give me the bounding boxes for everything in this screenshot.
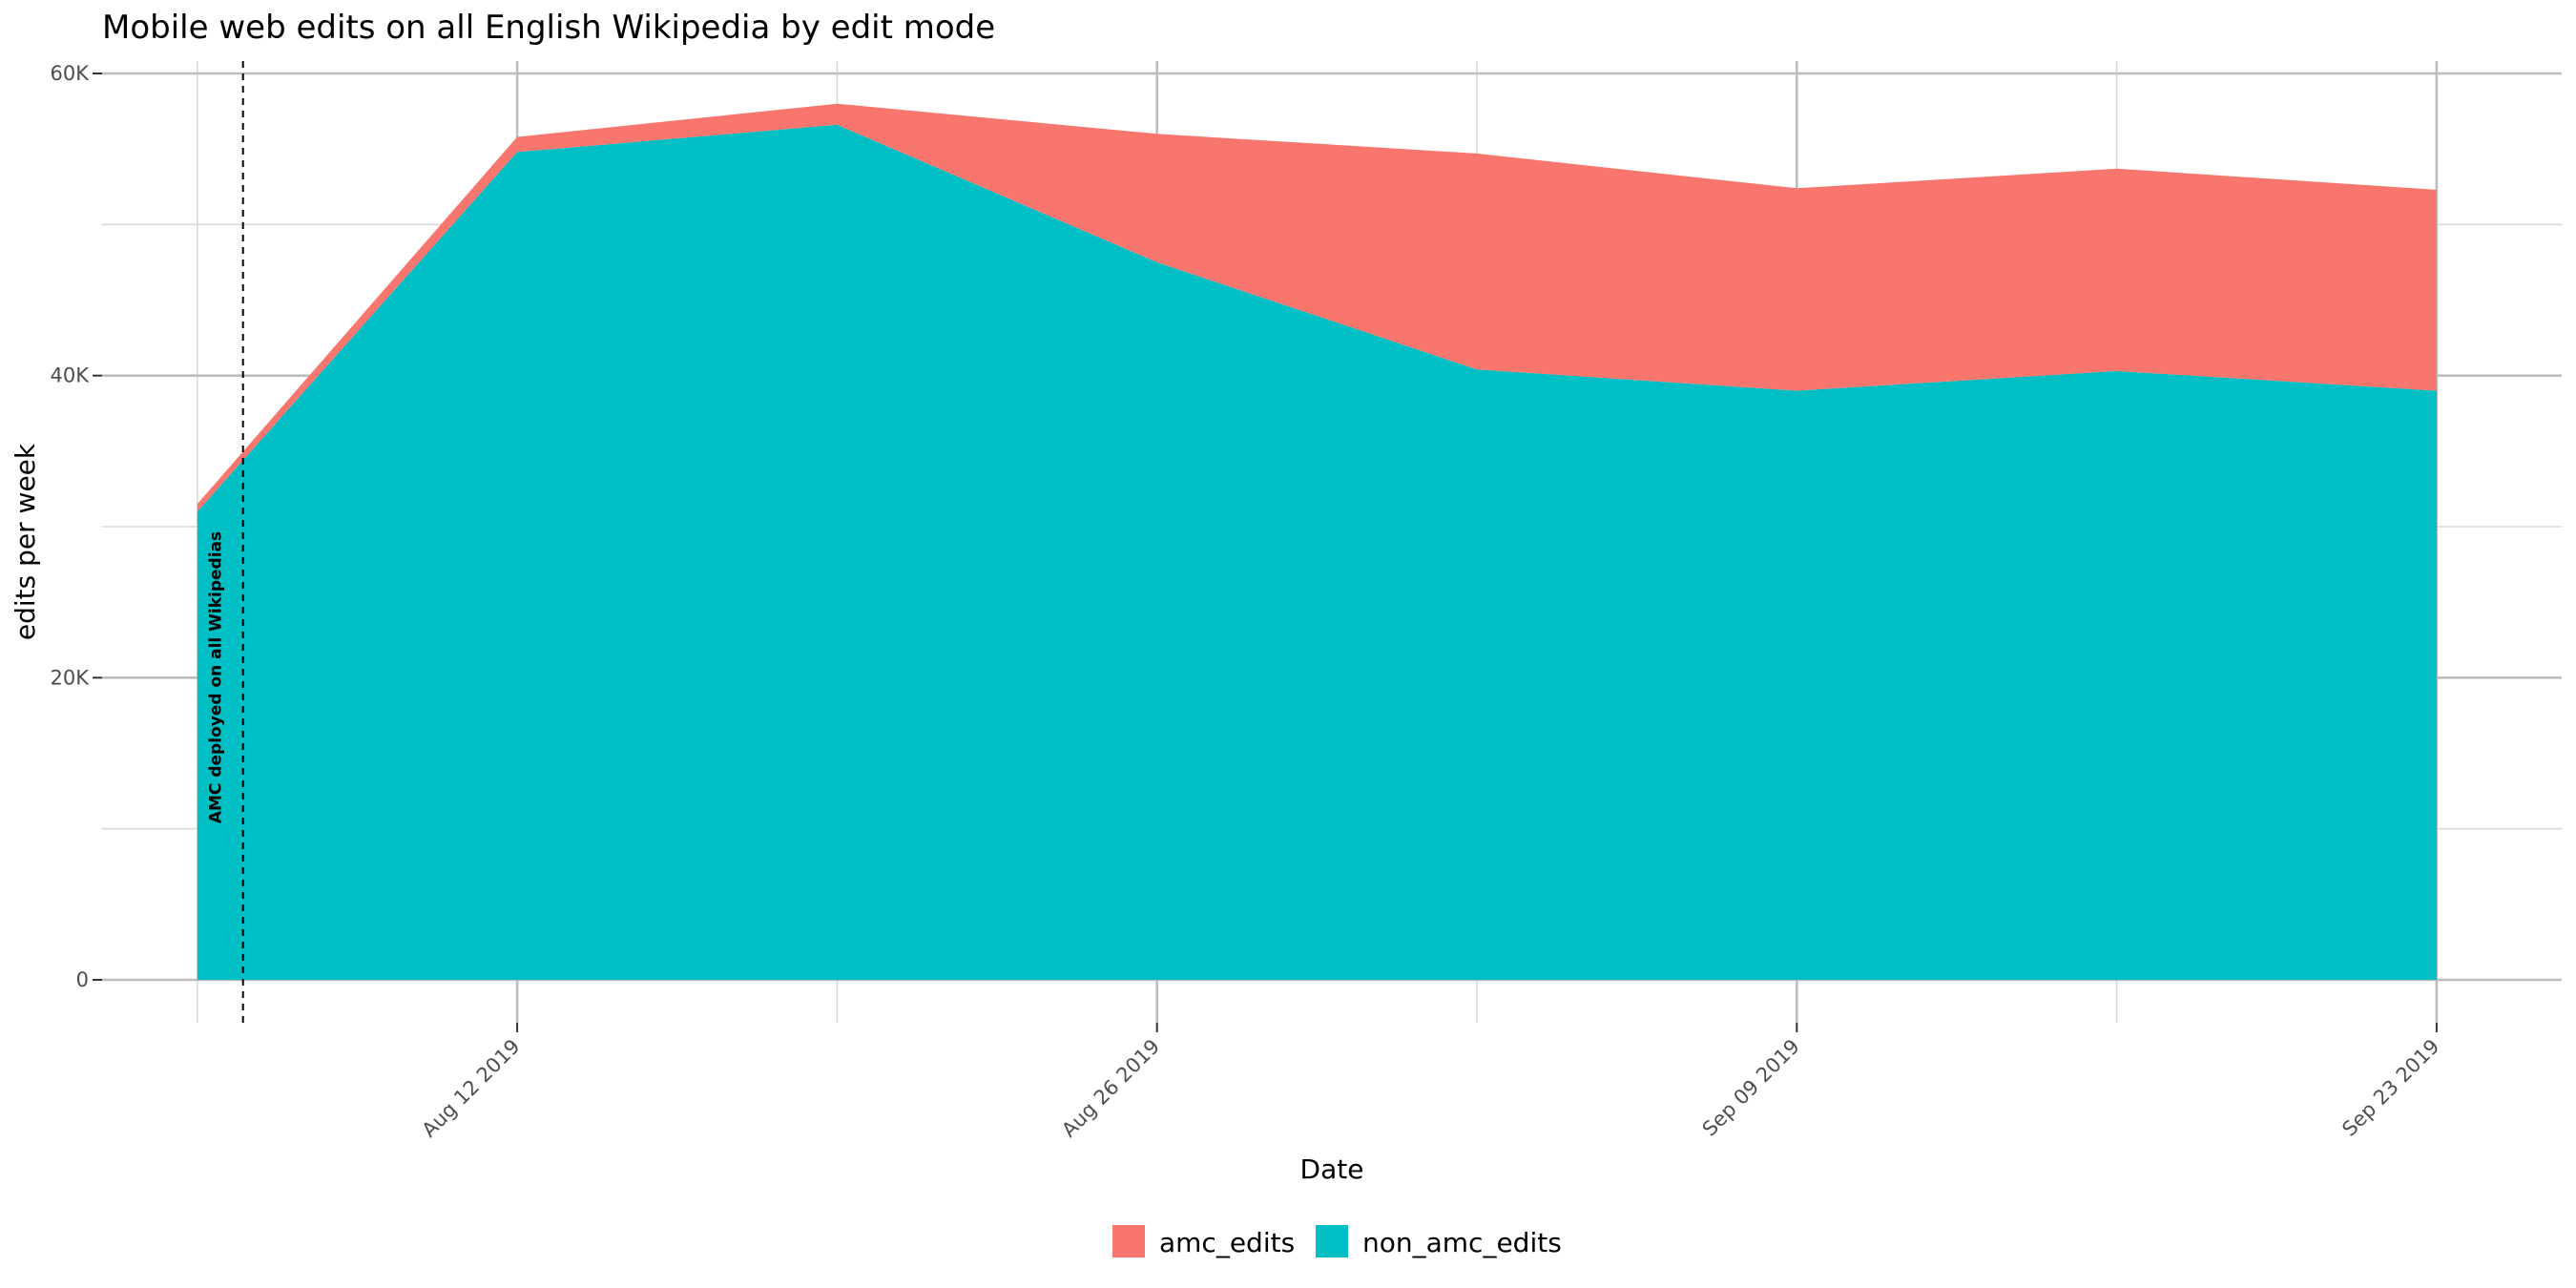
- y-tick-label: 20K: [51, 666, 91, 689]
- legend-label-amc-edits: amc_edits: [1159, 1227, 1295, 1258]
- y-tick-label: 40K: [51, 364, 91, 387]
- area-series: [197, 103, 2437, 981]
- y-axis-ticks: 0 20K 40K 60K: [51, 62, 102, 991]
- x-tick-label: Aug 12 2019: [418, 1035, 525, 1142]
- annotation-layer: AMC deployed on all Wikipedias: [207, 61, 244, 1023]
- area-non-amc-edits: [197, 124, 2437, 981]
- chart-title: Mobile web edits on all English Wikipedi…: [102, 9, 995, 47]
- legend-swatch-non-amc-edits: [1316, 1225, 1348, 1257]
- area-amc-edits: [197, 103, 2437, 512]
- x-tick-label: Sep 23 2019: [2337, 1035, 2443, 1141]
- x-axis-ticks: Aug 12 2019 Aug 26 2019 Sep 09 2019 Sep 23 …: [418, 1023, 2443, 1142]
- annotation-text: AMC deployed on all Wikipedias: [207, 531, 226, 823]
- y-axis-title: edits per week: [10, 443, 41, 640]
- legend-label-non-amc-edits: non_amc_edits: [1362, 1227, 1562, 1258]
- legend: amc_edits non_amc_edits: [1112, 1225, 1562, 1258]
- y-tick-label: 0: [76, 968, 89, 991]
- y-tick-label: 60K: [51, 62, 91, 85]
- x-tick-label: Sep 09 2019: [1698, 1035, 1804, 1141]
- x-axis-title: Date: [1300, 1153, 1364, 1185]
- legend-swatch-amc-edits: [1112, 1225, 1145, 1257]
- x-tick-label: Aug 26 2019: [1057, 1035, 1164, 1142]
